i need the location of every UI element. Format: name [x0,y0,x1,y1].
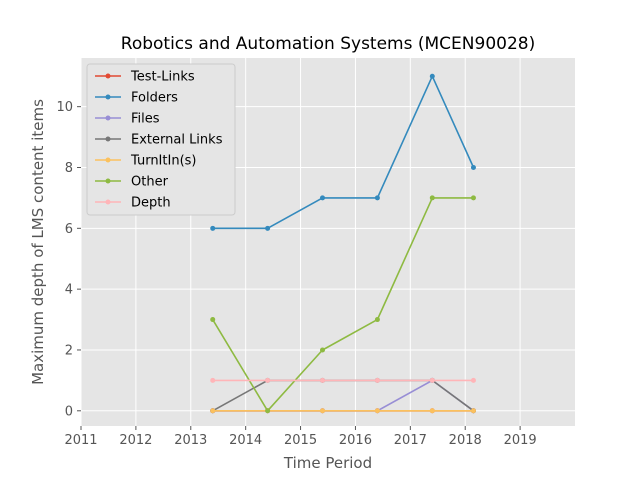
data-point-other [470,195,476,201]
legend-marker [105,94,111,100]
data-point-other [429,195,435,201]
x-tick-label: 2011 [64,433,97,448]
data-point-other [265,408,271,414]
data-point-depth [374,377,380,383]
data-point-turnitin-s [374,408,380,414]
y-tick-label: 2 [65,343,73,358]
data-point-turnitin-s [210,408,216,414]
data-point-turnitin-s [320,408,326,414]
legend-label: External Links [131,133,223,148]
legend-item-turnitin-s: TurnItIn(s) [95,154,196,169]
x-tick-label: 2019 [504,433,537,448]
legend-marker [105,73,111,79]
data-point-depth [320,377,326,383]
data-point-folders [374,195,380,201]
legend-item-folders: Folders [95,91,178,106]
y-tick-label: 10 [56,100,73,115]
legend-item-external-links: External Links [95,133,223,148]
legend-item-depth: Depth [95,196,171,211]
data-point-depth [470,377,476,383]
data-point-depth [429,377,435,383]
legend-box [86,63,236,216]
series-line-folders [212,75,475,230]
series-depth [210,377,476,383]
x-tick-label: 2015 [284,433,317,448]
legend-label: Depth [131,196,171,211]
chart-title: Robotics and Automation Systems (MCEN900… [121,34,535,54]
data-point-folders [210,225,216,231]
legend: Test-Links Folders Files External Links Turn… [86,63,236,216]
series-layer [210,73,476,414]
x-axis-label: Time Period [283,454,372,472]
x-tick-label: 2012 [119,433,152,448]
data-point-other [320,347,326,353]
legend-label: Folders [131,91,178,106]
y-tick-label: 0 [65,404,73,419]
axis-ticks: 2011 2012 2013 2014 2015 2016 2017 2018 2019 0 2 4 6… [56,100,536,448]
data-point-turnitin-s [470,408,476,414]
x-tick-label: 2017 [394,433,427,448]
legend-marker [105,136,111,142]
legend-label: Files [131,112,160,127]
x-tick-label: 2014 [229,433,262,448]
data-point-turnitin-s [429,408,435,414]
legend-label: Other [131,175,169,190]
data-point-depth [210,377,216,383]
legend-marker [105,157,111,163]
data-point-other [374,317,380,323]
data-point-folders [470,164,476,170]
legend-label: TurnItIn(s) [130,154,196,169]
series-other [210,195,476,414]
legend-marker [105,199,111,205]
legend-marker [105,115,111,121]
data-point-depth [265,377,271,383]
y-tick-label: 8 [65,161,73,176]
legend-item-files: Files [95,112,160,127]
series-line-other [212,197,474,412]
x-tick-label: 2013 [174,433,207,448]
data-point-folders [429,73,435,79]
data-point-folders [265,225,271,231]
legend-label: Test-Links [130,70,195,85]
y-tick-label: 6 [65,222,73,237]
x-tick-label: 2016 [339,433,372,448]
data-point-folders [320,195,326,201]
legend-item-other: Other [95,175,169,190]
legend-marker [105,178,111,184]
legend-item-test-links: Test-Links [95,70,195,85]
series-folders [210,73,476,231]
y-axis-label: Maximum depth of LMS content items [29,99,47,385]
y-tick-label: 4 [65,283,73,298]
x-tick-label: 2018 [449,433,482,448]
data-point-other [210,317,216,323]
